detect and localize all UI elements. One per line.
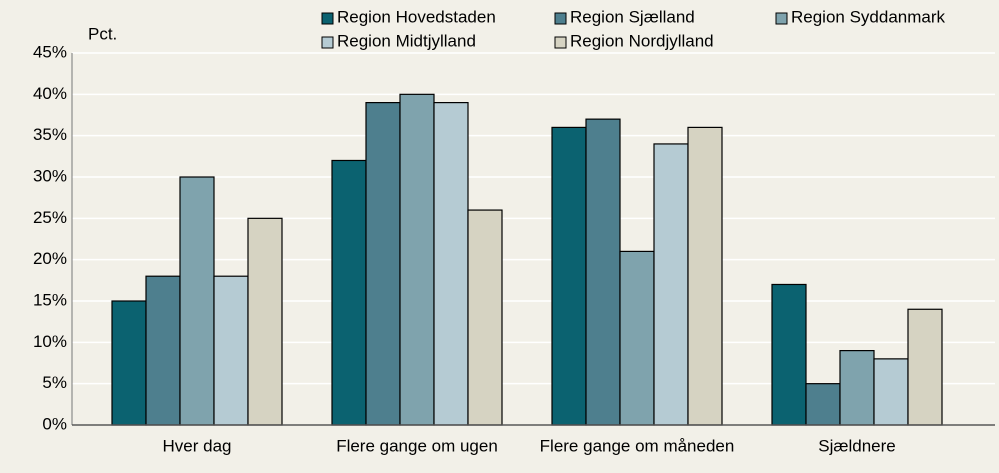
legend-label: Region Hovedstaden <box>337 7 496 26</box>
legend-label: Region Sjælland <box>570 7 695 26</box>
bar <box>653 143 689 426</box>
bar <box>331 159 367 426</box>
y-tick-label: 0% <box>42 414 67 433</box>
bar <box>839 350 875 426</box>
y-tick-label: 10% <box>33 332 67 351</box>
x-tick-label: Hver dag <box>163 436 232 455</box>
bar <box>585 118 621 426</box>
y-tick-label: 40% <box>33 84 67 103</box>
bar <box>399 93 435 426</box>
bar <box>145 275 181 426</box>
bar <box>365 101 401 426</box>
bar <box>771 283 807 426</box>
y-tick-label: 5% <box>42 373 67 392</box>
legend-swatch <box>775 12 788 25</box>
legend-swatch <box>321 36 334 49</box>
legend-swatch <box>554 12 567 25</box>
x-tick-label: Sjældnere <box>818 436 896 455</box>
bar <box>467 209 503 426</box>
y-tick-label: 25% <box>33 208 67 227</box>
x-tick-label: Flere gange om ugen <box>336 436 498 455</box>
bar <box>687 126 723 426</box>
bar <box>433 101 469 426</box>
legend-swatch <box>554 36 567 49</box>
y-tick-label: 45% <box>33 42 67 61</box>
bar <box>873 358 909 426</box>
bar <box>805 383 841 426</box>
bar <box>247 217 283 426</box>
y-tick-label: 35% <box>33 125 67 144</box>
bar <box>111 300 147 426</box>
y-tick-label: 15% <box>33 290 67 309</box>
legend-swatch <box>321 12 334 25</box>
y-tick-label: 30% <box>33 166 67 185</box>
legend-label: Region Syddanmark <box>791 7 946 26</box>
y-tick-label: 20% <box>33 249 67 268</box>
bar <box>551 126 587 426</box>
bar <box>619 250 655 426</box>
bar <box>179 176 215 426</box>
y-axis-label: Pct. <box>88 24 117 43</box>
bar <box>213 275 249 426</box>
x-tick-label: Flere gange om måneden <box>540 436 735 455</box>
legend-label: Region Midtjylland <box>337 31 476 50</box>
bar <box>907 308 943 426</box>
legend-label: Region Nordjylland <box>570 31 714 50</box>
